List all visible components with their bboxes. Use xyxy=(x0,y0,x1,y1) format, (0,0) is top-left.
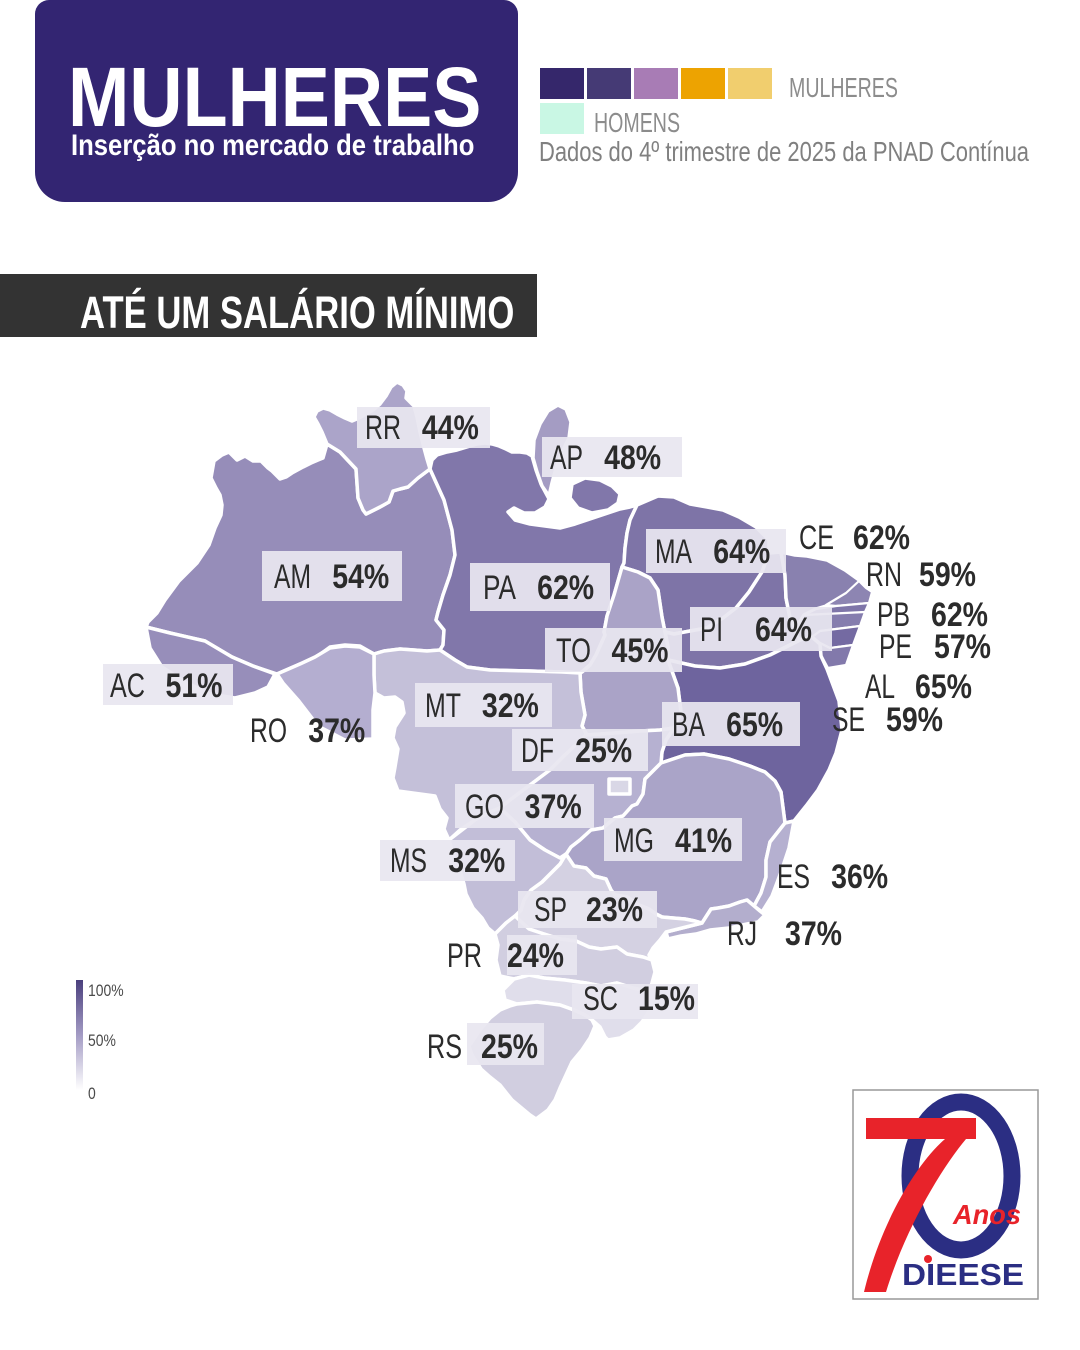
svg-text:PB: PB xyxy=(877,596,910,634)
svg-text:PR: PR xyxy=(447,937,482,975)
svg-text:PA: PA xyxy=(483,569,516,607)
svg-text:65%: 65% xyxy=(915,668,972,706)
svg-text:DIEESE: DIEESE xyxy=(902,1257,1024,1292)
svg-text:SC: SC xyxy=(583,980,618,1018)
svg-text:24%: 24% xyxy=(507,937,564,975)
svg-text:65%: 65% xyxy=(726,706,783,744)
svg-text:32%: 32% xyxy=(482,687,539,725)
svg-text:CE: CE xyxy=(799,519,834,557)
svg-text:37%: 37% xyxy=(308,712,365,750)
svg-text:44%: 44% xyxy=(422,409,479,447)
svg-text:48%: 48% xyxy=(604,439,661,477)
svg-text:DF: DF xyxy=(521,732,554,770)
svg-text:25%: 25% xyxy=(481,1028,538,1066)
svg-text:59%: 59% xyxy=(886,701,943,739)
svg-text:62%: 62% xyxy=(853,519,910,557)
svg-text:32%: 32% xyxy=(448,842,505,880)
svg-text:64%: 64% xyxy=(755,611,812,649)
svg-text:RR: RR xyxy=(365,409,401,447)
svg-text:MS: MS xyxy=(390,842,427,880)
svg-text:ES: ES xyxy=(777,858,810,896)
svg-text:57%: 57% xyxy=(934,628,991,666)
svg-text:MA: MA xyxy=(655,533,692,571)
svg-text:GO: GO xyxy=(465,788,504,826)
svg-text:62%: 62% xyxy=(537,569,594,607)
svg-text:SE: SE xyxy=(832,701,865,739)
svg-text:AP: AP xyxy=(550,439,583,477)
svg-text:BA: BA xyxy=(672,706,705,744)
svg-text:62%: 62% xyxy=(931,596,988,634)
svg-text:51%: 51% xyxy=(166,667,223,705)
svg-text:64%: 64% xyxy=(713,533,770,571)
svg-text:41%: 41% xyxy=(675,822,732,860)
svg-text:PI: PI xyxy=(700,611,723,649)
svg-text:59%: 59% xyxy=(919,556,976,594)
svg-text:25%: 25% xyxy=(575,732,632,770)
svg-text:AC: AC xyxy=(110,667,145,705)
svg-text:Anos: Anos xyxy=(952,1199,1021,1230)
svg-text:54%: 54% xyxy=(332,558,389,596)
svg-text:SP: SP xyxy=(534,891,567,929)
svg-text:37%: 37% xyxy=(785,915,842,953)
svg-text:37%: 37% xyxy=(525,788,582,826)
svg-text:RJ: RJ xyxy=(727,915,757,953)
svg-text:MT: MT xyxy=(425,687,461,725)
svg-text:PE: PE xyxy=(879,628,912,666)
svg-text:RO: RO xyxy=(250,712,287,750)
svg-text:15%: 15% xyxy=(638,980,695,1018)
svg-text:AM: AM xyxy=(274,558,311,596)
svg-text:45%: 45% xyxy=(612,632,669,670)
svg-text:MG: MG xyxy=(614,822,654,860)
svg-text:23%: 23% xyxy=(586,891,643,929)
svg-text:TO: TO xyxy=(556,632,591,670)
svg-text:RS: RS xyxy=(427,1028,462,1066)
svg-text:RN: RN xyxy=(866,556,902,594)
svg-text:AL: AL xyxy=(865,668,895,706)
svg-text:36%: 36% xyxy=(831,858,888,896)
